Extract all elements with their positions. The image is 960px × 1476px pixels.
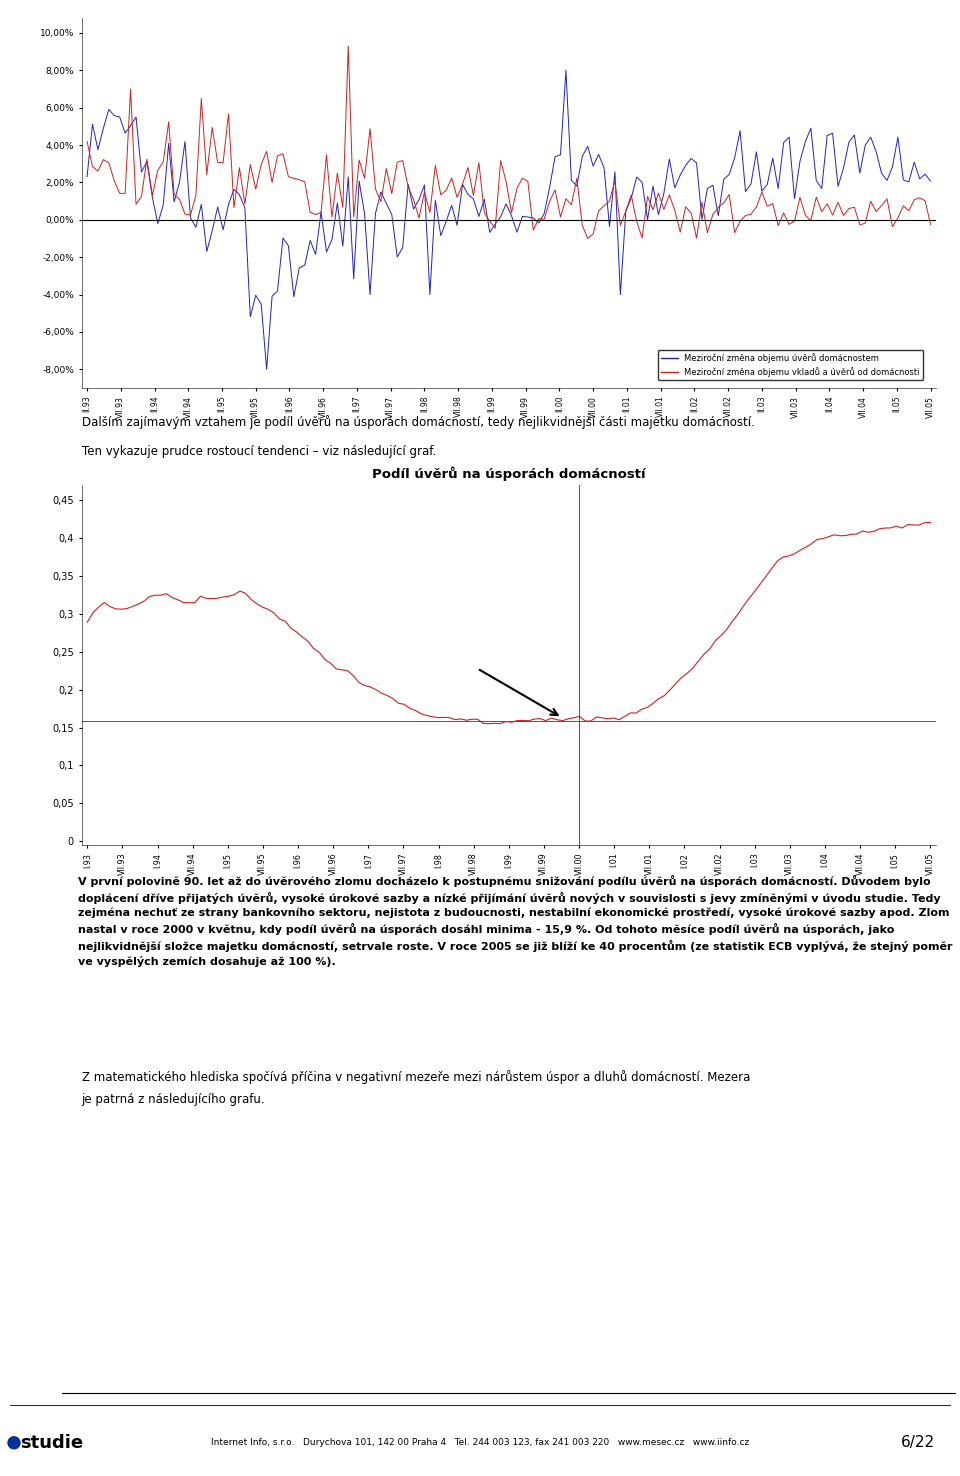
Text: studie: studie: [20, 1433, 84, 1452]
Text: Ten vykazuje prudce rostoucí tendenci – viz následující graf.: Ten vykazuje prudce rostoucí tendenci – …: [82, 444, 436, 458]
Text: 6/22: 6/22: [900, 1435, 935, 1451]
Text: Dalším zajímavým vztahem je podíl úvěrů na úsporách domácností, tedy nejlikvidně: Dalším zajímavým vztahem je podíl úvěrů …: [82, 415, 755, 430]
Title: Podíl úvěrů na úsporách domácností: Podíl úvěrů na úsporách domácností: [372, 466, 646, 481]
Legend: Meziroční změna objemu úvěrů domácnostem, Meziroční změna objemu vkladů a úvěrů : Meziroční změna objemu úvěrů domácnostem…: [658, 350, 924, 381]
Circle shape: [8, 1436, 20, 1449]
Text: je patrná z následujícího grafu.: je patrná z následujícího grafu.: [82, 1094, 265, 1106]
Text: Z matematického hlediska spočívá příčina v negativní mezeře mezi nárůstem úspor : Z matematického hlediska spočívá příčina…: [82, 1070, 750, 1083]
Text: Internet Info, s.r.o.   Durychova 101, 142 00 Praha 4   Tel. 244 003 123, fax 24: Internet Info, s.r.o. Durychova 101, 142…: [211, 1438, 749, 1448]
Text: V první polovině 90. let až do úvěrového zlomu docházelo k postupnému snižování : V první polovině 90. let až do úvěrového…: [78, 875, 952, 967]
